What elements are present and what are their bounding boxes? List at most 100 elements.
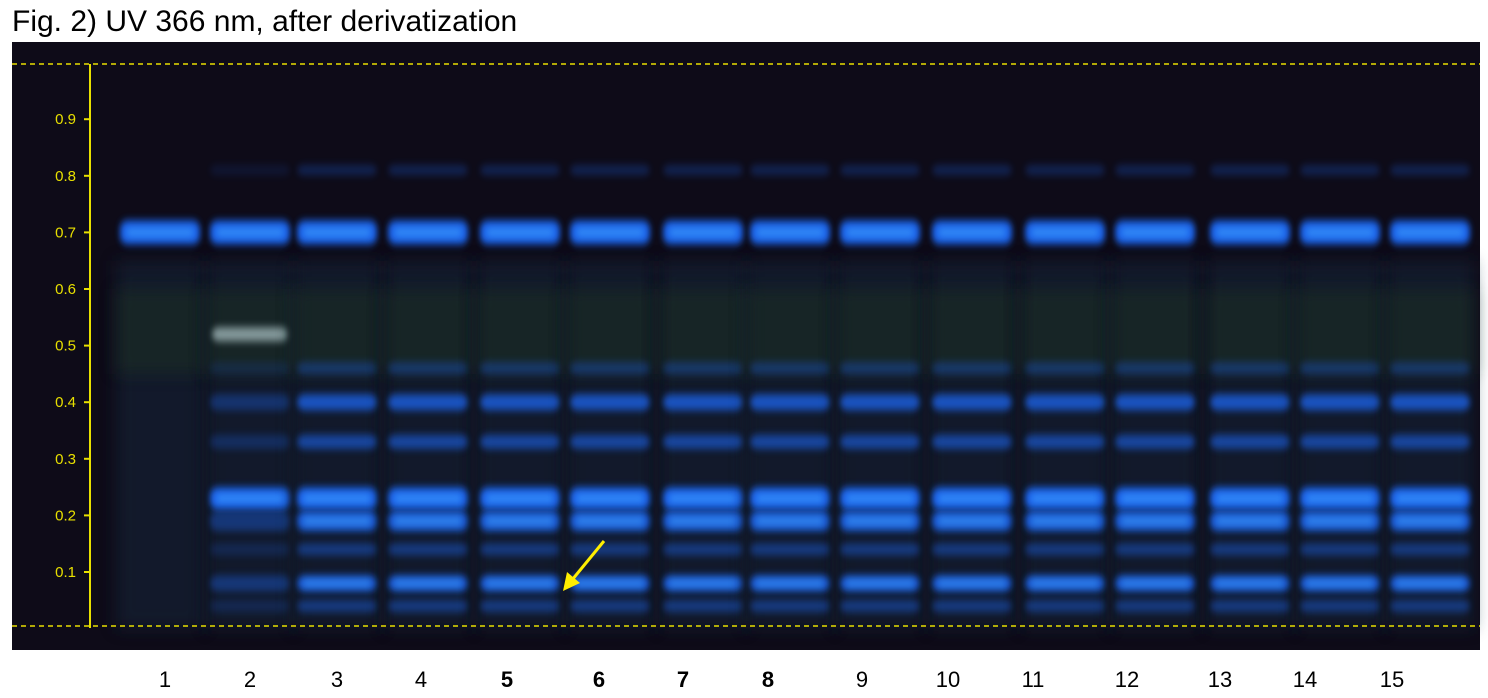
band xyxy=(1025,543,1105,556)
band xyxy=(210,543,290,556)
band xyxy=(480,394,560,411)
band xyxy=(1390,543,1470,556)
band xyxy=(663,599,743,612)
green-zone xyxy=(1111,289,1199,374)
band-core xyxy=(486,580,554,586)
green-zone xyxy=(566,289,654,374)
band-core xyxy=(669,580,737,586)
band xyxy=(388,362,468,375)
band xyxy=(388,543,468,556)
band xyxy=(750,434,830,449)
lane-label: 4 xyxy=(415,667,427,692)
tick-label: 0.5 xyxy=(55,338,76,355)
green-zone xyxy=(1296,289,1384,374)
band xyxy=(840,599,920,612)
band-core xyxy=(1306,580,1374,586)
band xyxy=(297,434,377,449)
band-core xyxy=(126,228,194,237)
band-core xyxy=(1031,580,1099,586)
band xyxy=(297,362,377,375)
band xyxy=(388,434,468,449)
lane-label: 3 xyxy=(331,667,343,692)
band-core xyxy=(303,228,371,237)
band xyxy=(1300,434,1380,449)
band-core xyxy=(1306,517,1374,525)
band xyxy=(663,543,743,556)
band xyxy=(1025,434,1105,449)
band xyxy=(1025,362,1105,375)
green-zone xyxy=(293,289,381,374)
band-core xyxy=(846,494,914,503)
band xyxy=(932,394,1012,411)
band xyxy=(750,362,830,375)
band-core xyxy=(756,228,824,237)
band xyxy=(1210,543,1290,556)
band xyxy=(750,599,830,612)
lane-label: 9 xyxy=(856,667,868,692)
band xyxy=(1210,599,1290,612)
band-core xyxy=(576,580,644,586)
band xyxy=(297,599,377,612)
band xyxy=(1390,394,1470,411)
band xyxy=(297,394,377,411)
band-core xyxy=(938,580,1006,586)
lane-label: 15 xyxy=(1380,667,1404,692)
tick-label: 0.7 xyxy=(55,224,76,241)
band xyxy=(210,511,290,532)
lane-label: 5 xyxy=(501,667,513,692)
band xyxy=(1300,165,1380,176)
band-core xyxy=(1121,494,1189,503)
band xyxy=(840,434,920,449)
band-core xyxy=(1216,580,1284,586)
band-core xyxy=(216,494,284,503)
band xyxy=(210,575,290,592)
band-core xyxy=(938,228,1006,237)
lanes xyxy=(116,165,1474,629)
band xyxy=(1390,165,1470,176)
green-zone xyxy=(1206,289,1294,374)
band xyxy=(663,434,743,449)
band-core xyxy=(1121,517,1189,525)
green-zone xyxy=(659,289,747,374)
band xyxy=(210,434,290,449)
band xyxy=(480,362,560,375)
band-core xyxy=(216,228,284,237)
lane-label: 8 xyxy=(762,667,774,692)
band xyxy=(297,165,377,176)
green-zone xyxy=(836,289,924,374)
band xyxy=(1390,599,1470,612)
band-core xyxy=(394,580,462,586)
tick-label: 0.9 xyxy=(55,111,76,128)
band xyxy=(297,543,377,556)
tick-label: 0.8 xyxy=(55,168,76,185)
band xyxy=(1210,362,1290,375)
band xyxy=(212,327,288,342)
green-zone xyxy=(476,289,564,374)
green-zone xyxy=(1021,289,1109,374)
band xyxy=(1025,394,1105,411)
band xyxy=(570,599,650,612)
band xyxy=(1300,362,1380,375)
band-core xyxy=(576,494,644,503)
band xyxy=(750,394,830,411)
green-zone xyxy=(384,289,472,374)
band-core xyxy=(1121,580,1189,586)
band xyxy=(570,394,650,411)
band xyxy=(210,599,290,612)
band-core xyxy=(1306,228,1374,237)
band xyxy=(932,362,1012,375)
band xyxy=(932,543,1012,556)
green-zone xyxy=(928,289,1016,374)
band xyxy=(1210,165,1290,176)
band xyxy=(480,543,560,556)
rf-ticks: 0.9 0.8 0.7 0.6 0.5 0.4 0.3 0.2 0.1 xyxy=(55,111,90,581)
band xyxy=(932,599,1012,612)
band xyxy=(480,165,560,176)
arrow xyxy=(570,540,606,581)
band xyxy=(388,599,468,612)
band xyxy=(663,165,743,176)
band xyxy=(840,165,920,176)
lane-label: 6 xyxy=(593,667,605,692)
